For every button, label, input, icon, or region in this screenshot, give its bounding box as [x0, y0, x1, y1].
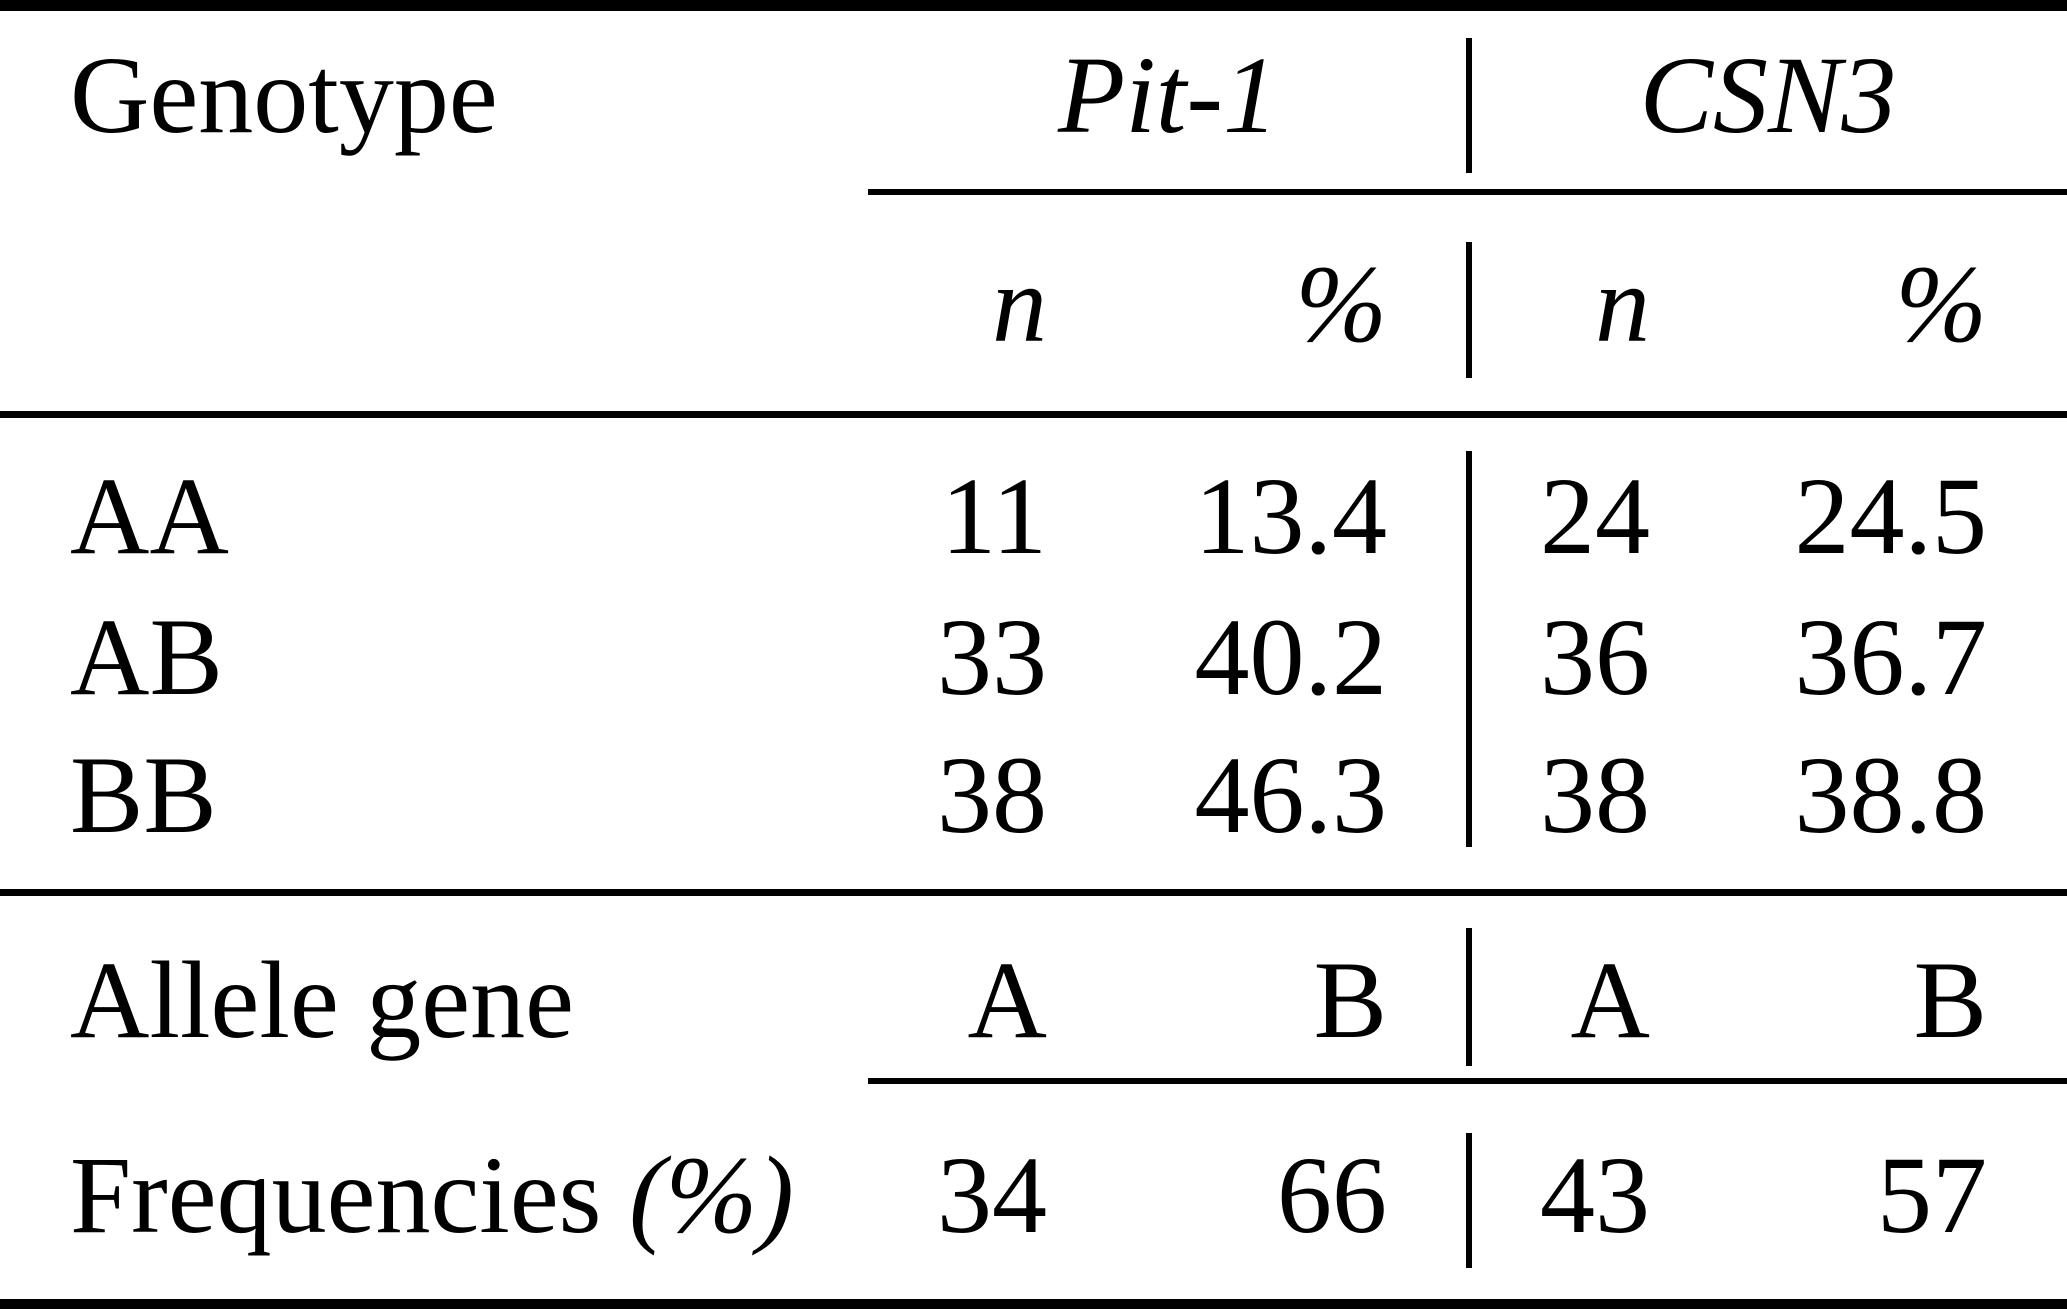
row-label-bb: BB	[70, 734, 217, 856]
rule-subheader-bottom	[0, 411, 2067, 418]
divider-frequencies-row	[1466, 1133, 1472, 1268]
subheader-csn3-percent: %	[1895, 243, 1987, 365]
ab-csn3-n: 36	[1540, 596, 1650, 718]
rule-genes-underline	[868, 189, 2067, 195]
row-label-aa: AA	[70, 455, 229, 577]
freq-pit1-b: 66	[1277, 1134, 1387, 1256]
divider-header	[1466, 38, 1472, 173]
bb-pit1-n: 38	[937, 734, 1047, 856]
bb-csn3-n: 38	[1540, 734, 1650, 856]
row-label-ab: AB	[70, 596, 223, 718]
bb-pit1-percent: 46.3	[1194, 734, 1388, 856]
bb-csn3-percent: 38.8	[1794, 734, 1988, 856]
ab-pit1-percent: 40.2	[1194, 596, 1388, 718]
frequencies-label-percent-sign: (%)	[628, 1134, 794, 1256]
rule-genotype-section-bottom	[0, 889, 2067, 896]
allele-pit1-b: B	[1313, 939, 1387, 1061]
rule-bottom	[0, 1299, 2067, 1309]
rule-top	[0, 0, 2067, 11]
allele-csn3-a: A	[1570, 939, 1650, 1061]
allele-csn3-b: B	[1913, 939, 1987, 1061]
subheader-pit1-percent: %	[1295, 243, 1387, 365]
ab-csn3-percent: 36.7	[1794, 596, 1988, 718]
aa-csn3-percent: 24.5	[1794, 455, 1988, 577]
subheader-pit1-n: n	[992, 243, 1047, 365]
allele-gene-label: Allele gene	[70, 939, 574, 1061]
rule-allele-underline	[868, 1078, 2067, 1084]
aa-csn3-n: 24	[1540, 455, 1650, 577]
divider-genotype-rows	[1466, 451, 1472, 847]
aa-pit1-percent: 13.4	[1194, 455, 1388, 577]
frequencies-label-text: Frequencies	[70, 1134, 629, 1256]
freq-csn3-a: 43	[1540, 1134, 1650, 1256]
divider-subheader	[1466, 242, 1472, 378]
frequencies-label: Frequencies (%)	[70, 1140, 794, 1250]
gene-header-csn3: CSN3	[1639, 34, 1897, 156]
allele-pit1-a: A	[967, 939, 1047, 1061]
ab-pit1-n: 33	[937, 596, 1047, 718]
genotype-column-header: Genotype	[70, 34, 498, 156]
aa-pit1-n: 11	[941, 455, 1047, 577]
gene-header-pit1: Pit-1	[1058, 34, 1278, 156]
freq-csn3-b: 57	[1877, 1134, 1987, 1256]
divider-allele-row	[1466, 928, 1472, 1066]
subheader-csn3-n: n	[1595, 243, 1650, 365]
freq-pit1-a: 34	[937, 1134, 1047, 1256]
